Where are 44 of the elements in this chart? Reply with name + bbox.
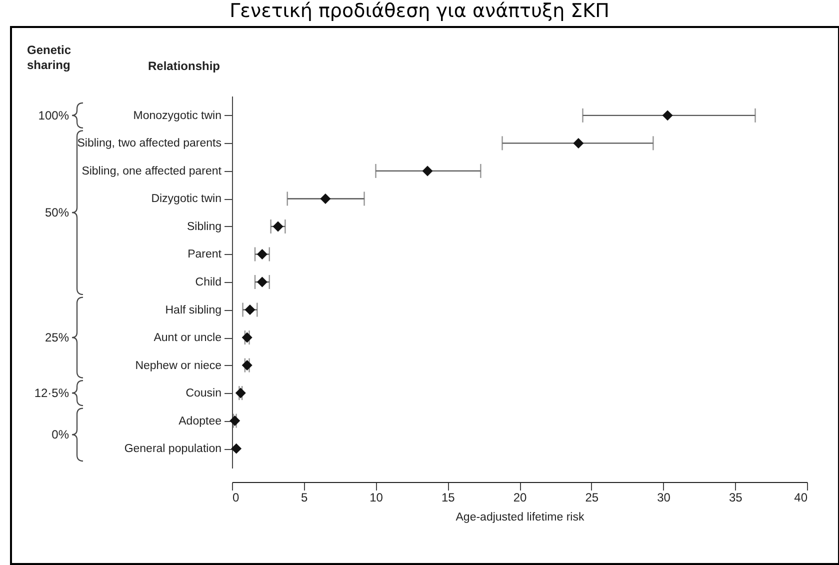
point: [256, 248, 268, 260]
x-tick-label: 35: [728, 490, 743, 504]
text: 100%: [38, 108, 70, 122]
x-tick-label: 20: [513, 490, 527, 504]
point: [231, 443, 242, 454]
x-tick-label: 15: [441, 490, 456, 504]
point: [230, 416, 240, 426]
point: [272, 221, 284, 232]
y-tick-label: Child: [195, 276, 222, 288]
text: 25%: [44, 330, 70, 345]
point: [242, 360, 252, 371]
point: [256, 276, 268, 288]
point: [244, 304, 256, 316]
x-tick-label: 30: [657, 490, 671, 504]
y-tick-label: Parent: [188, 248, 222, 261]
y-tick-label: Aunt or uncle: [154, 332, 222, 344]
x-axis-title: Age-adjusted lifetime risk: [456, 512, 584, 524]
text: 0%: [52, 428, 70, 442]
y-tick-label: General population: [124, 443, 222, 456]
y-axis-title: Relationship: [148, 59, 220, 73]
y-tick-label: Sibling, two affected parents: [77, 138, 222, 150]
text: Genetic sharing: [27, 43, 72, 72]
y-tick-label: Dizygotic twin: [151, 193, 222, 206]
y-tick-label: Nephew or niece: [135, 360, 222, 372]
point: [320, 193, 331, 204]
x-tick-label: 10: [370, 490, 384, 504]
x-tick-label: 40: [794, 490, 808, 504]
y-tick-label: Monozygotic twin: [133, 110, 222, 122]
point: [662, 110, 673, 121]
text: 50%: [44, 206, 70, 220]
x-tick-label: 25: [585, 490, 599, 504]
point: [242, 332, 252, 343]
point: [422, 166, 433, 176]
point: [573, 138, 584, 148]
y-tick-label: Sibling, one affected parent: [82, 165, 222, 178]
y-tick-label: Adoptee: [178, 415, 222, 428]
chart-title: Γενετική προδιάθεση για ανάπτυξη ΣΚΠ: [228, 0, 610, 24]
x-tick-label: 0: [232, 490, 240, 504]
y-tick-label: Cousin: [186, 388, 222, 400]
y-tick-label: Sibling: [186, 220, 222, 233]
point: [235, 388, 246, 398]
x-tick-label: 5: [301, 490, 308, 504]
text: 12·5%: [34, 386, 70, 400]
y-tick-label: Half sibling: [165, 304, 222, 316]
